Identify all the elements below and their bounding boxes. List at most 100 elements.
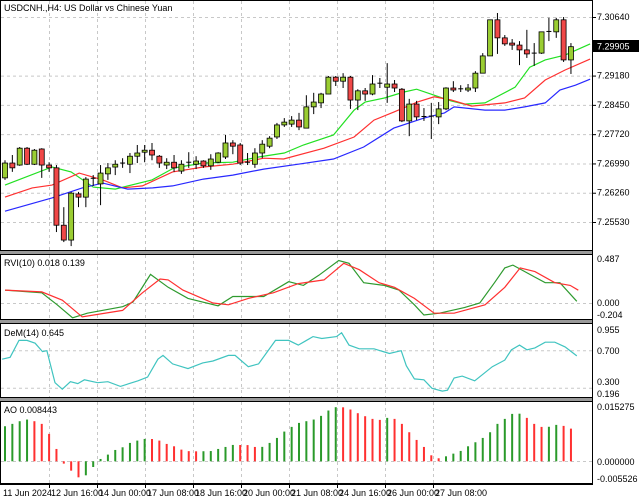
candle [171,155,177,172]
ao-bar-up [99,458,102,462]
candle [259,140,266,159]
candle [435,102,442,125]
chart-title: USDCNH.,H4: US Dollar vs Chinese Yuan [4,3,172,13]
ao-bar-up [121,447,124,462]
ao-bar-up [128,442,131,462]
candle [494,12,501,54]
candle [347,75,354,109]
candle [538,31,545,54]
ao-bar-up [305,421,308,462]
candle-body-bearish [296,119,302,128]
candle [310,92,317,115]
candle-body-bullish [369,83,376,95]
candle [266,136,273,149]
panel-separator[interactable] [0,320,593,323]
ao-bar-down [540,426,543,462]
candle [472,71,479,93]
ao-bar-up [386,417,389,462]
ao-bar-up [143,438,146,462]
candle [465,84,471,93]
candle [531,43,537,66]
price-axis-label: 7.26990 [597,158,630,168]
candle-body-bullish [479,55,486,74]
ao-bar-down [342,407,345,462]
candle [24,146,30,166]
candle-body-bearish [501,37,508,45]
candle [354,89,361,111]
candle-body-bullish [266,137,273,147]
ao-bar-down [33,421,36,462]
ao-bar-up [261,446,264,462]
candle-body-bullish [538,31,545,54]
current-price-marker [593,40,639,52]
ao-bar-down [400,423,403,462]
candle-body-bullish [97,172,104,185]
ao-bar-up [92,461,95,467]
ao-bar-up [334,407,337,462]
grid-lines [1,1,592,484]
candle-body-bearish [494,19,501,39]
ao-bar-up [275,437,278,462]
candle-body-bullish [435,108,442,118]
candle [325,75,332,95]
candle-body-bullish [215,152,222,163]
candle [46,162,52,172]
candle [443,87,449,111]
ao-tick-zero: 0.000000 [597,457,635,467]
dem-tick-low-level: 0.300 [597,377,620,387]
ao-bar-down [364,416,367,462]
ao-bar-up [555,424,558,462]
candle-body-bullish [310,101,317,108]
candle [487,19,494,57]
candle [296,112,302,131]
candle-body-bearish [398,88,405,122]
candle [340,73,347,89]
candle [53,165,60,233]
price-axis-label: 7.29180 [597,71,630,81]
price-axis-label: 7.30640 [597,12,630,22]
time-axis-label: 20 Jun 00:00 [243,488,295,498]
candle-body-bullish [487,19,494,57]
candle [274,122,280,139]
candle [501,35,508,46]
candle [112,160,119,176]
dem-tick-max: 0.955 [597,325,620,335]
ao-bar-down [187,451,190,462]
panel-separator[interactable] [0,398,593,401]
ao-bar-down [356,413,359,462]
candle [251,148,258,168]
ao-bar-down [569,428,572,462]
candle-body-bullish [318,93,324,104]
candle [120,158,126,168]
current-price-label: 7.29905 [597,42,630,52]
candle [207,154,214,170]
candle [127,153,133,174]
candle [38,148,45,178]
ao-bar-down [408,432,411,462]
candle-body-bullish [68,192,75,241]
ao-bar-up [496,423,499,462]
candle-body-bearish [332,76,339,82]
ao-bar-down [173,446,176,462]
candle-body-bullish [354,90,361,101]
candle-body-bearish [391,83,398,89]
candle-body-bullish [112,163,119,168]
candle [186,152,192,168]
ao-bar-up [312,419,315,462]
ao-bar-up [268,442,271,462]
ao-bar-up [4,426,6,462]
candle-body-bullish [288,119,295,125]
candle-body-bearish [46,164,52,169]
ao-bar-down [151,439,153,462]
panel-separator[interactable] [0,251,593,254]
candle-body-bullish [443,87,449,110]
candle-body-bearish [523,49,530,55]
ao-bar-up [467,446,470,462]
rvi-tick-min: -0.204 [597,310,623,320]
candle-body-bullish [384,83,391,88]
candle-body-bearish [75,193,82,198]
candle-body-bearish [362,90,369,95]
ao-bar-down [180,449,183,462]
candle-body-bearish [413,103,420,118]
